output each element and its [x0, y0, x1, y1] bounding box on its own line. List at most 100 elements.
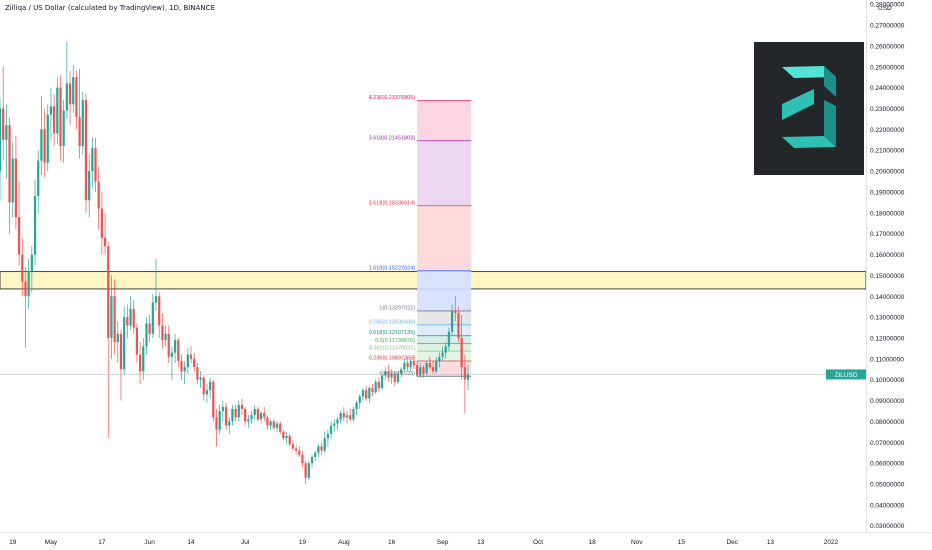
candle-body	[205, 390, 209, 395]
candle-body	[164, 333, 167, 341]
candle-body	[186, 354, 189, 368]
candle-body	[193, 358, 196, 368]
candle-body	[326, 433, 330, 439]
price-axis-tick-label: 0.21000000	[870, 148, 905, 155]
time-axis-tick-label: 2022	[824, 539, 839, 546]
fib-extension-tool[interactable]: 0(0.10161533)0.236(0.10897335)0.382(0.11…	[369, 95, 472, 377]
candle-body	[170, 352, 174, 357]
candle-body	[113, 296, 116, 343]
time-axis-tick-label: Nov	[631, 539, 643, 546]
candle-body	[466, 374, 470, 380]
symbol-tag-label: ZILUSD	[834, 372, 857, 379]
candle-body	[180, 360, 183, 372]
candle-body	[24, 281, 27, 297]
candle-body	[285, 436, 288, 439]
candle-body	[132, 308, 135, 328]
candle-body	[409, 360, 412, 368]
fib-level-label: 4.236(0.23376805)	[369, 95, 416, 101]
fib-level-label: 3.618(0.21451803)	[369, 135, 416, 141]
candle-body	[145, 323, 148, 347]
price-axis-tick-label: 0.08000000	[870, 419, 905, 426]
fib-level-label: 0.236(0.10897335)	[369, 355, 416, 361]
candle-body	[14, 158, 18, 217]
candle-body	[97, 181, 100, 209]
candle-body	[365, 390, 368, 399]
time-axis-tick-label: Dec	[726, 539, 738, 546]
candle-body	[221, 406, 224, 411]
candle-body	[123, 317, 126, 370]
candle-body	[11, 158, 14, 203]
zilliqa-logo-icon	[754, 42, 864, 175]
candle-body	[272, 421, 275, 428]
price-axis-tick-label: 0.22000000	[870, 127, 905, 134]
candle-body	[307, 463, 310, 478]
candle-body	[237, 404, 240, 418]
price-axis-tick-label: 0.24000000	[870, 85, 905, 92]
candle-body	[259, 413, 263, 420]
price-axis-tick-label: 0.09000000	[870, 398, 905, 405]
candle-body	[361, 390, 365, 397]
fib-zone-fill	[417, 335, 472, 344]
price-axis-tick-label: 0.16000000	[870, 252, 905, 259]
price-axis-tick-label: 0.03000000	[870, 523, 905, 530]
candle-body	[447, 331, 451, 347]
candle-body	[107, 246, 110, 338]
candle-body	[419, 367, 422, 376]
candle-body	[380, 375, 384, 389]
fib-level-label: 0.618(0.12107135)	[369, 330, 416, 336]
price-axis-currency: USD	[878, 5, 892, 12]
fib-zone-fill	[417, 324, 472, 336]
candle-body	[212, 381, 215, 418]
fib-level-label: 2.618(0.18336914)	[369, 200, 416, 206]
time-axis-tick-label: Aug	[338, 539, 350, 546]
candle-body	[349, 415, 352, 420]
fib-level-label: 0.786(0.12630436)	[369, 319, 416, 325]
fib-zone-fill	[417, 310, 472, 325]
candle-body	[253, 408, 256, 416]
candle-body	[279, 423, 282, 432]
symbol-tag	[826, 369, 866, 380]
candle-body	[342, 413, 345, 418]
candle-body	[454, 310, 457, 313]
candle-body	[129, 308, 132, 326]
candle-body	[231, 408, 234, 422]
candle-body	[412, 360, 416, 366]
candle-body	[110, 296, 113, 338]
candle-body	[49, 106, 53, 115]
fib-zone-fill	[417, 351, 472, 361]
candle-body	[17, 216, 21, 255]
price-axis-tick-label: 0.27000000	[870, 23, 905, 30]
candle-body	[78, 116, 81, 147]
candle-body	[126, 317, 129, 326]
candle-body	[103, 237, 107, 247]
candle-body	[177, 340, 180, 361]
candle-body	[457, 312, 460, 338]
candle-body	[138, 354, 142, 372]
time-axis[interactable]: 19 May 17 Jun 14 Jul 19 Aug 16 Sep 13 Oct 18 Nov 15 Dec…	[0, 532, 932, 547]
candle-body	[291, 444, 295, 449]
candle-body	[59, 87, 62, 147]
candle-body	[151, 302, 154, 334]
candle-body	[403, 363, 406, 370]
time-axis-tick-label: 14	[187, 539, 195, 546]
candle-body	[119, 333, 123, 370]
price-axis-tick-label: 0.18000000	[870, 210, 905, 217]
candle-body	[288, 436, 291, 445]
candle-body	[345, 415, 349, 418]
candle-body	[390, 373, 393, 378]
candle-body	[5, 125, 8, 140]
fib-zone-fill	[417, 140, 472, 206]
candle-body	[463, 367, 466, 380]
price-axis-tick-label: 0.07000000	[870, 440, 905, 447]
candle-body	[275, 423, 279, 428]
candle-body	[199, 377, 202, 380]
candle-body	[263, 413, 266, 418]
candle-body	[435, 360, 438, 372]
chart-title: Zilliqa / US Dollar (calculated by Tradi…	[5, 4, 215, 12]
candle-body	[158, 296, 161, 326]
time-axis-tick-label: 15	[678, 539, 686, 546]
price-axis-tick-label: 0.25000000	[870, 64, 905, 71]
